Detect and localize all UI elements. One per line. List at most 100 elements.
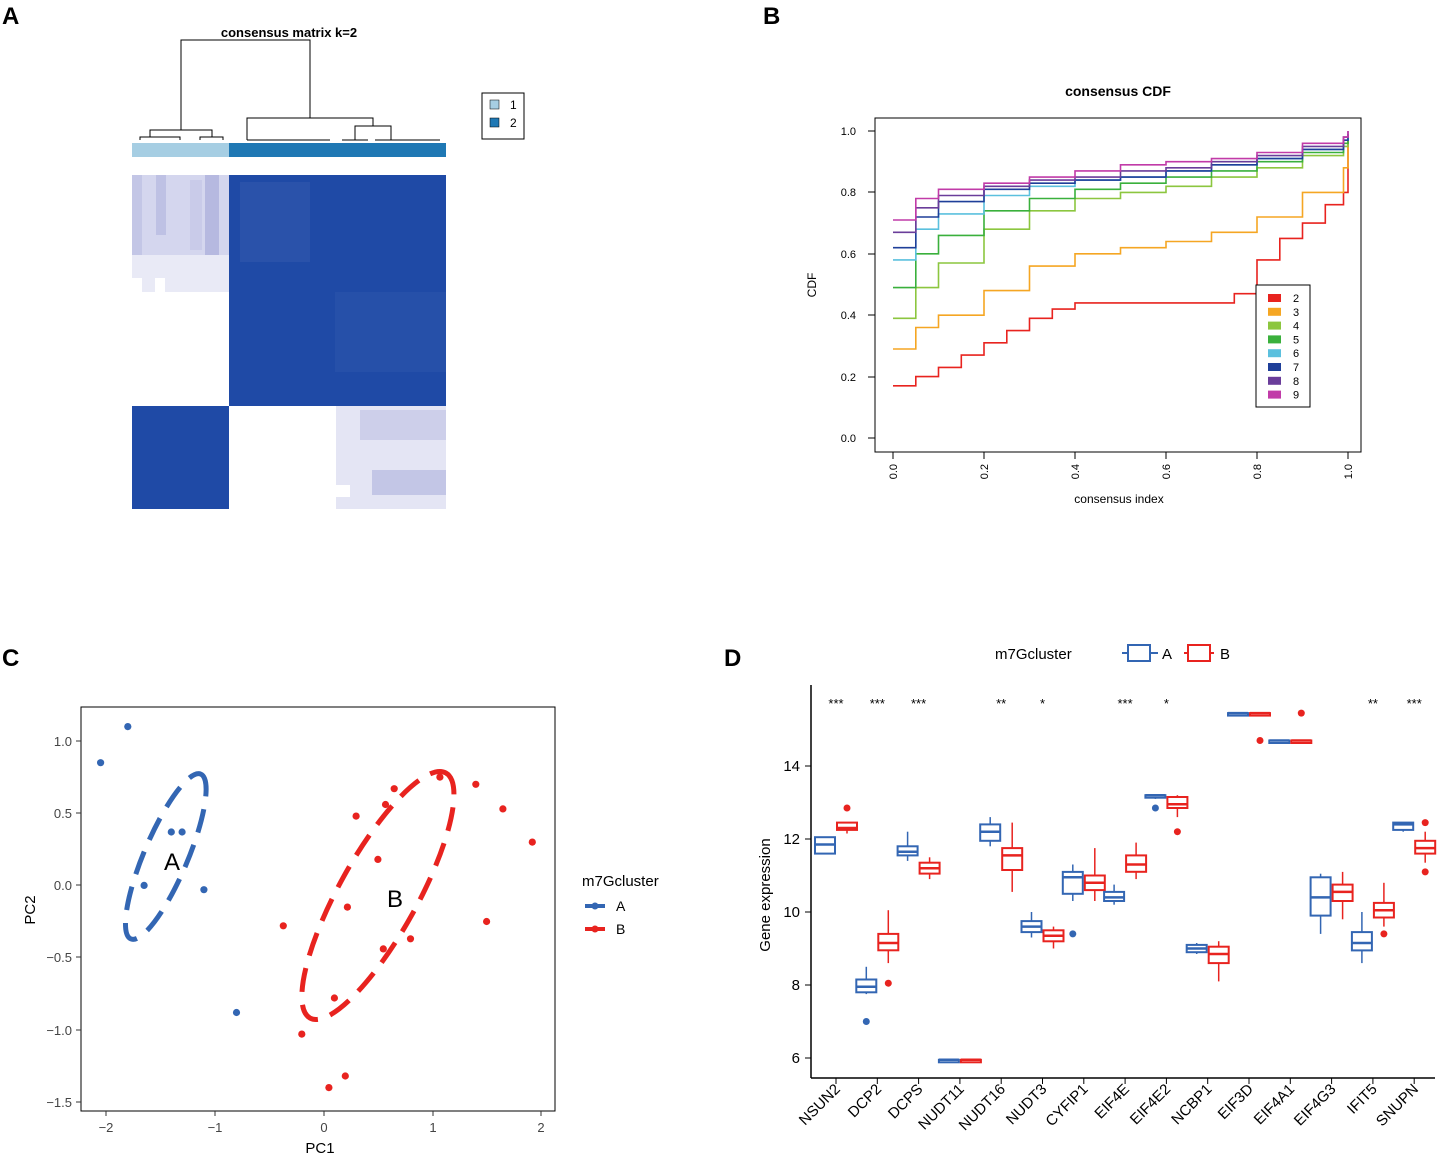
y-tick-label: 0.2 bbox=[841, 372, 856, 384]
cdf-legend-label-k4: 4 bbox=[1293, 321, 1299, 333]
cdf-legend-label-k5: 5 bbox=[1293, 334, 1299, 346]
cdf-legend-box bbox=[1255, 284, 1311, 408]
cdf-line-k7 bbox=[893, 134, 1349, 249]
x-tick-label: 0.8 bbox=[1252, 464, 1264, 479]
y-tick-label: 1.0 bbox=[841, 126, 856, 138]
heat-block-c2-c1 bbox=[132, 406, 229, 509]
cdf-legend-label-k2: 2 bbox=[1293, 293, 1299, 305]
legend-box-b bbox=[1187, 644, 1211, 662]
pca-point-b bbox=[325, 1084, 333, 1092]
pca-point-a bbox=[232, 1008, 241, 1017]
legend-label-b: B bbox=[1220, 646, 1230, 663]
legend-label-a: A bbox=[616, 898, 626, 914]
heat-cell bbox=[335, 292, 446, 372]
y-tick-label: 0.0 bbox=[54, 878, 72, 893]
y-tick-label: 0.6 bbox=[841, 249, 856, 261]
pca-point-b bbox=[472, 780, 480, 788]
pca-y-ticks: 1.0 0.5 0.0 −0.5 −1.0 −1.5 bbox=[46, 734, 81, 1110]
annotation-bar-cluster-2 bbox=[229, 143, 446, 157]
y-tick-label: −0.5 bbox=[46, 950, 72, 965]
box-outlier-eif4a1-b bbox=[1297, 709, 1305, 717]
box-nudt16-b bbox=[1001, 847, 1024, 871]
y-tick-label: 1.0 bbox=[54, 734, 72, 749]
significance-label-eif4e: *** bbox=[1118, 696, 1133, 711]
cdf-legend-swatch-k3 bbox=[1268, 307, 1281, 316]
heatmap-legend: 1 2 bbox=[481, 92, 525, 140]
cluster-ellipse-b bbox=[299, 769, 457, 1022]
legend-box-a bbox=[1127, 644, 1151, 662]
box-nsun2-b bbox=[836, 821, 858, 831]
x-tick-label-ncbp1: NCBP1 bbox=[1168, 1081, 1215, 1128]
heat-cell bbox=[190, 180, 202, 250]
cdf-lines bbox=[893, 131, 1349, 387]
significance-label-ifit5: ** bbox=[1368, 696, 1378, 711]
heat-cell bbox=[205, 175, 219, 255]
heat-block-c1-c1-low bbox=[132, 255, 229, 292]
x-tick-label: 0 bbox=[320, 1120, 327, 1135]
pca-y-axis-title: PC2 bbox=[22, 895, 39, 924]
pca-point-b bbox=[528, 838, 536, 846]
y-tick-label: 0.4 bbox=[841, 310, 856, 322]
panel-b-label: B bbox=[763, 3, 780, 30]
legend-label-b: B bbox=[616, 921, 625, 937]
pca-point-b bbox=[483, 917, 491, 926]
cluster-label-b: B bbox=[387, 886, 403, 913]
heat-cell bbox=[240, 182, 310, 262]
legend-label-1: 1 bbox=[510, 98, 517, 112]
box-y-ticks: 6 8 10 12 14 bbox=[783, 758, 811, 1067]
x-tick-label: 0.6 bbox=[1161, 464, 1173, 479]
pca-point-a bbox=[124, 723, 132, 731]
significance-label-dcps: *** bbox=[911, 696, 926, 711]
consensus-heatmap bbox=[132, 175, 446, 509]
x-tick-label: 0.4 bbox=[1070, 464, 1082, 479]
y-tick-label: −1.5 bbox=[46, 1095, 72, 1110]
pca-point-b bbox=[499, 805, 507, 813]
heat-cell bbox=[336, 485, 350, 497]
cdf-line-k2 bbox=[893, 140, 1349, 387]
pca-point-b bbox=[352, 812, 360, 820]
pca-legend-title: m7Gcluster bbox=[582, 873, 659, 890]
box-marks: ***NSUN2***DCP2***DCPSNUDT11**NUDT16*NUD… bbox=[796, 696, 1437, 1134]
cdf-y-ticks: 0.0 0.2 0.4 0.6 0.8 1.0 bbox=[841, 126, 875, 445]
legend-box bbox=[481, 92, 525, 140]
x-tick-label: 2 bbox=[537, 1120, 544, 1135]
pca-point-b bbox=[379, 945, 387, 953]
x-tick-label-eif4e2: EIF4E2 bbox=[1127, 1081, 1174, 1128]
pca-point-a bbox=[178, 828, 186, 836]
legend-dot-b bbox=[591, 925, 599, 933]
box-outlier-nsun2-b bbox=[843, 804, 851, 812]
pca-point-a bbox=[140, 881, 148, 890]
x-tick-label: 0.2 bbox=[979, 464, 991, 479]
heat-cell bbox=[155, 278, 165, 292]
box-outlier-dcp2-b bbox=[884, 979, 892, 987]
pca-point-b bbox=[298, 1030, 306, 1038]
pca-point-b bbox=[381, 800, 390, 809]
pca-point-a bbox=[97, 759, 105, 767]
x-tick-label-nudt16: NUDT16 bbox=[956, 1081, 1009, 1134]
cdf-title: consensus CDF bbox=[1065, 83, 1171, 99]
box-snupn-a bbox=[1392, 821, 1415, 831]
box-legend-title: m7Gcluster bbox=[995, 646, 1072, 663]
box-outlier-eif4e2-b bbox=[1173, 828, 1181, 836]
box-legend: m7Gcluster A B bbox=[995, 644, 1230, 663]
cdf-line-k9 bbox=[893, 131, 1349, 221]
cdf-legend: 2 3 45 6 7 8 9 bbox=[1255, 284, 1311, 408]
box-outlier-snupn-b bbox=[1421, 868, 1429, 876]
cdf-legend-label-k9: 9 bbox=[1293, 390, 1299, 402]
pca-point-b bbox=[406, 935, 415, 943]
box-outlier-dcp2-a bbox=[862, 1018, 870, 1025]
box-outlier-ifit5-b bbox=[1380, 930, 1388, 938]
x-tick-label: 1.0 bbox=[1343, 464, 1355, 479]
pca-point-b bbox=[343, 903, 351, 911]
y-tick-label: −1.0 bbox=[46, 1023, 72, 1038]
pca-plot-frame bbox=[80, 706, 556, 1112]
cdf-legend-label-k7: 7 bbox=[1293, 362, 1299, 374]
y-tick-label: 12 bbox=[783, 831, 800, 848]
x-tick-label-snupn: SNUPN bbox=[1373, 1081, 1422, 1130]
cdf-legend-label-k3: 3 bbox=[1293, 307, 1299, 319]
dendrogram bbox=[139, 39, 440, 141]
significance-label-snupn: *** bbox=[1407, 696, 1422, 711]
pca-point-b bbox=[374, 855, 382, 864]
x-tick-label: −2 bbox=[99, 1120, 114, 1135]
